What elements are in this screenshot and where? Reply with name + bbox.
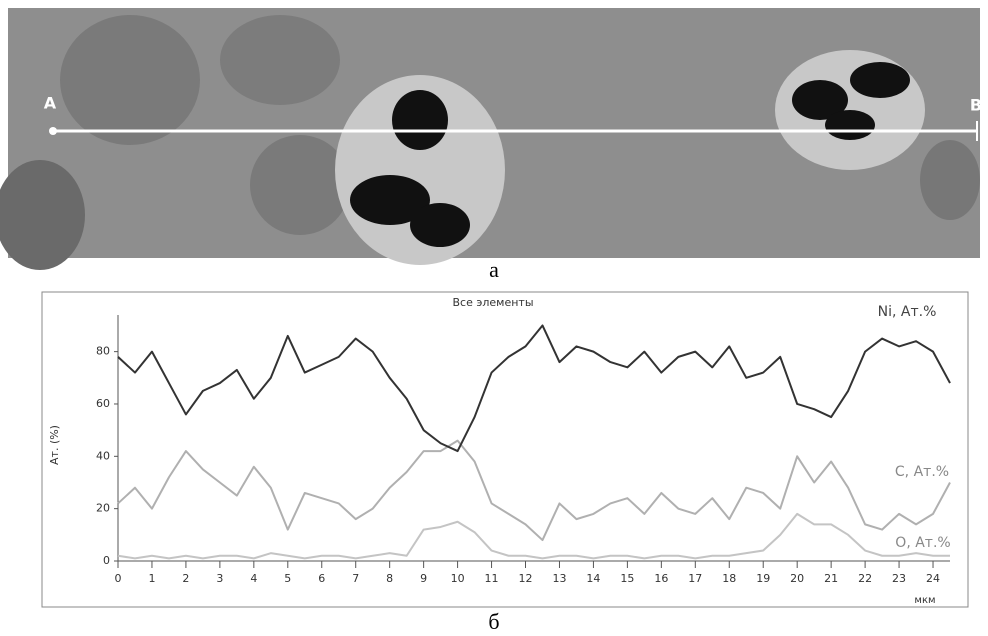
blob	[250, 135, 350, 235]
y-tick-label: 60	[96, 397, 110, 410]
x-tick-label: 8	[386, 572, 393, 585]
y-tick-label: 80	[96, 345, 110, 358]
x-tick-label: 1	[148, 572, 155, 585]
x-tick-label: 13	[552, 572, 566, 585]
micrograph: А В	[0, 8, 982, 270]
chart-title: Все элементы	[452, 296, 533, 309]
blob	[220, 15, 340, 105]
y-tick-label: 0	[103, 554, 110, 567]
y-tick-label: 20	[96, 502, 110, 515]
x-tick-label: 14	[586, 572, 600, 585]
end-label: В	[970, 96, 982, 115]
blob	[410, 203, 470, 247]
scan-start	[49, 127, 57, 135]
series-line	[117, 439, 951, 542]
blob	[825, 110, 875, 140]
blob	[920, 140, 980, 220]
x-tick-label: 19	[756, 572, 770, 585]
blob	[60, 15, 200, 145]
x-tick-label: 21	[824, 572, 838, 585]
x-tick-label: 23	[892, 572, 906, 585]
blob	[0, 160, 85, 270]
x-tick-label: 20	[790, 572, 804, 585]
x-tick-label: 5	[284, 572, 291, 585]
x-tick-label: 2	[182, 572, 189, 585]
x-tick-label: 3	[216, 572, 223, 585]
x-tick-label: 15	[620, 572, 634, 585]
series-line	[117, 324, 951, 453]
x-tick-label: 9	[420, 572, 427, 585]
series-line	[117, 512, 950, 560]
x-tick-label: 11	[485, 572, 499, 585]
start-label: А	[44, 94, 57, 113]
series-label: C, Ат.%	[895, 464, 949, 480]
x-tick-label: 17	[688, 572, 702, 585]
x-tick-label: 22	[858, 572, 872, 585]
x-axis-label: мкм	[914, 595, 935, 606]
x-tick-label: 10	[451, 572, 465, 585]
y-axis-label: Ат. (%)	[48, 425, 61, 465]
x-tick-label: 18	[722, 572, 736, 585]
x-tick-label: 7	[352, 572, 359, 585]
x-tick-label: 0	[115, 572, 122, 585]
chart-frame	[41, 291, 969, 608]
x-tick-label: 24	[926, 572, 940, 585]
x-tick-label: 16	[654, 572, 668, 585]
x-tick-label: 12	[519, 572, 533, 585]
series-label: Ni, Ат.%	[878, 304, 937, 320]
series-label: O, Ат.%	[895, 535, 950, 551]
blob	[792, 80, 848, 120]
x-tick-label: 6	[318, 572, 325, 585]
blob	[850, 62, 910, 98]
blob	[392, 90, 448, 150]
y-tick-label: 40	[96, 449, 110, 462]
blob	[350, 175, 430, 225]
panel-label: а	[489, 257, 499, 282]
panel-label: б	[488, 609, 499, 634]
x-tick-label: 4	[250, 572, 257, 585]
